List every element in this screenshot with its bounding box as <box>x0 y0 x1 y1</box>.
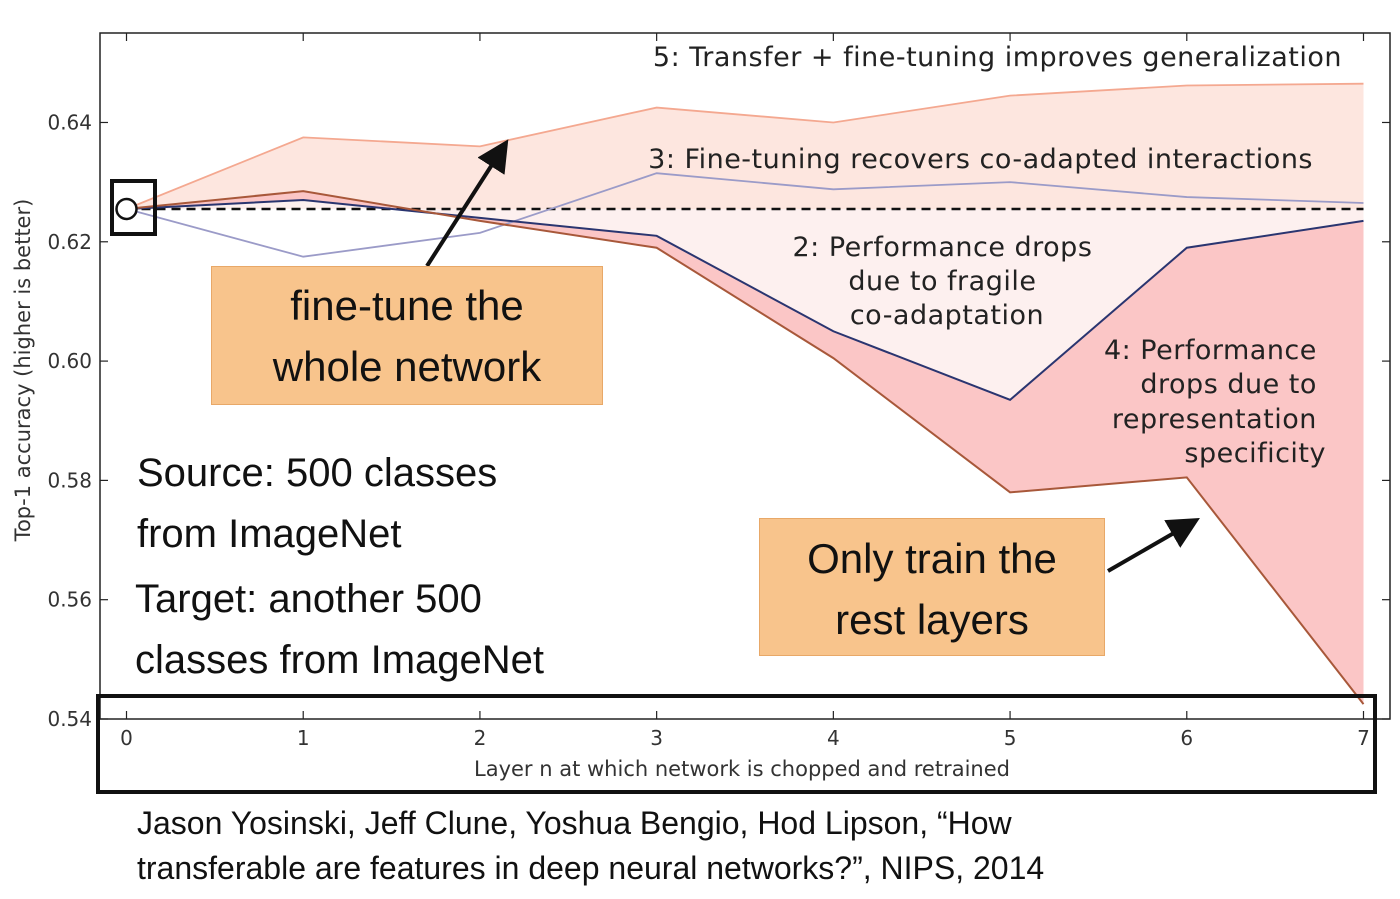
annotation-4-line: specificity <box>1184 438 1326 469</box>
x-axis-highlight-box <box>96 694 1377 794</box>
plot-frame <box>99 32 1391 720</box>
callout-fine-tune-line: whole network <box>272 343 542 390</box>
y-tick-label: 0.58 <box>47 468 92 492</box>
annotation-2-line: 2: Performance drops <box>792 232 1092 263</box>
series-ft_top <box>126 82 1364 210</box>
annotation-4-line: 4: Performance <box>1104 335 1317 366</box>
x-tick-label: 4 <box>827 726 840 750</box>
specificity-drop-fill <box>126 191 1364 705</box>
y-tick-label: 0.64 <box>47 110 92 134</box>
series-ft_mid <box>126 172 1364 258</box>
x-tick-label: 6 <box>1180 726 1193 750</box>
callout-fine-tune: fine-tune the whole network <box>211 266 603 405</box>
x-tick-label: 7 <box>1357 726 1370 750</box>
arrow-only-train <box>1107 518 1200 573</box>
co-adaptation-drop-fill <box>126 200 1364 400</box>
x-tick-label: 5 <box>1004 726 1017 750</box>
annotation-4-line: representation <box>1112 404 1317 435</box>
fine-tune-gain-fill <box>126 83 1364 209</box>
callout-only-train-line: Only train the <box>807 535 1057 582</box>
base-point-marker <box>115 197 138 221</box>
x-tick-label: 1 <box>297 726 310 750</box>
base-point-highlight-box <box>110 179 157 236</box>
y-tick-label: 0.62 <box>47 230 92 254</box>
annotation-4: 4: Performance drops due to representati… <box>1104 335 1326 469</box>
x-tick-label: 3 <box>650 726 663 750</box>
x-axis-label: Layer n at which network is chopped and … <box>474 757 1010 781</box>
y-tick-label: 0.56 <box>47 588 92 612</box>
source-note: Source: 500 classes from ImageNet <box>137 451 498 556</box>
x-tick-label: 0 <box>120 726 133 750</box>
series-frozen_selffer <box>126 199 1364 402</box>
callout-fine-tune-line: fine-tune the <box>290 282 524 329</box>
y-tick-label: 0.60 <box>47 349 92 373</box>
target-note: Target: another 500 classes from ImageNe… <box>135 577 545 682</box>
annotation-3: 3: Fine-tuning recovers co-adapted inter… <box>648 144 1313 175</box>
x-tick-label: 2 <box>474 726 487 750</box>
citation: Jason Yosinski, Jeff Clune, Yoshua Bengi… <box>137 805 1045 886</box>
y-axis-label: Top-1 accuracy (higher is better) <box>11 199 35 543</box>
callout-only-train: Only train the rest layers <box>759 518 1105 656</box>
callout-only-train-line: rest layers <box>835 596 1029 643</box>
arrow-fine-tune <box>425 139 509 268</box>
area-fills <box>126 83 1364 705</box>
axis-ticks: 0.54 0.56 0.58 0.60 0.62 0.64 0 1 2 3 4 5 6 7 <box>47 33 1390 750</box>
annotation-2-line: co-adaptation <box>850 300 1044 331</box>
y-tick-label: 0.54 <box>47 707 92 731</box>
series-frozen_transfer <box>126 190 1365 705</box>
annotation-5: 5: Transfer + fine-tuning improves gener… <box>653 42 1342 73</box>
series-lines <box>115 82 1365 705</box>
annotation-4-line: drops due to <box>1140 369 1317 400</box>
annotation-2-line: due to fragile <box>848 266 1036 297</box>
annotation-2: 2: Performance drops due to fragile co-a… <box>792 232 1101 331</box>
